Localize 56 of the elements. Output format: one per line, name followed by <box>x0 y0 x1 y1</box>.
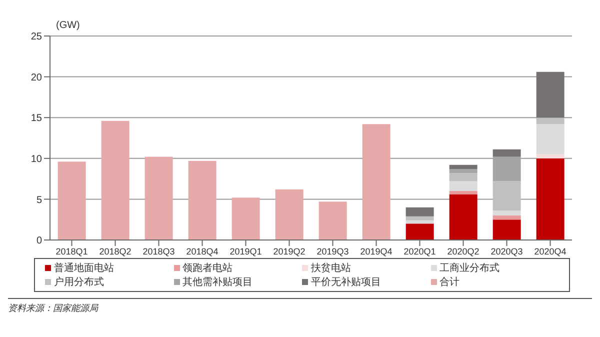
legend-label: 工商业分布式 <box>440 262 500 275</box>
x-tick-label: 2020Q4 <box>534 246 566 256</box>
legend-label: 扶贫电站 <box>311 262 351 275</box>
bar <box>492 181 521 211</box>
legend-label: 领跑者电站 <box>182 262 232 275</box>
x-tick-label: 2020Q2 <box>447 246 480 256</box>
y-axis-title: (GW) <box>56 20 80 31</box>
bar <box>275 189 304 240</box>
bar <box>449 194 478 240</box>
bar <box>536 72 564 118</box>
legend-label: 普通地面电站 <box>54 262 114 275</box>
bar <box>144 156 173 240</box>
legend-label: 合计 <box>440 276 460 289</box>
y-tick-label: 20 <box>30 72 42 84</box>
y-tick-label: 0 <box>36 236 42 247</box>
bar <box>536 118 564 124</box>
text: 资料来源：国家能源局 <box>8 302 100 315</box>
y-tick-label: 10 <box>30 154 42 165</box>
bar <box>449 169 478 174</box>
bar <box>492 220 521 240</box>
legend-label: 户用分布式 <box>54 276 104 289</box>
bar <box>406 224 434 240</box>
bar <box>449 181 478 192</box>
bar <box>449 173 478 182</box>
y-tick-label: 5 <box>36 194 42 206</box>
x-tick-label: 2019Q1 <box>230 246 262 256</box>
bar <box>406 220 434 224</box>
bar <box>536 154 564 158</box>
bar <box>449 191 478 194</box>
x-tick-label: 2018Q3 <box>142 246 175 256</box>
y-tick-label: 25 <box>30 32 42 43</box>
bar <box>449 164 478 170</box>
x-tick-label: 2018Q2 <box>99 246 132 256</box>
bar <box>492 210 521 216</box>
x-tick-label: 2019Q2 <box>273 246 306 256</box>
x-tick-label: 2020Q3 <box>490 246 523 256</box>
bar <box>318 202 347 240</box>
x-tick-label: 2019Q3 <box>316 246 349 256</box>
bar <box>492 216 521 220</box>
bar <box>101 120 130 240</box>
bar <box>536 158 564 240</box>
bar <box>188 160 216 240</box>
x-tick-label: 2019Q4 <box>360 246 392 256</box>
bar <box>492 149 521 157</box>
bar <box>536 124 564 154</box>
bar <box>232 198 260 240</box>
bar <box>362 124 390 240</box>
y-tick-label: 15 <box>30 113 42 124</box>
legend-label: 平价无补贴项目 <box>311 276 381 289</box>
bar <box>406 207 434 216</box>
x-tick-label: 2018Q1 <box>56 246 88 256</box>
legend-label: 其他需补贴项目 <box>182 276 252 289</box>
bar <box>406 216 434 220</box>
x-tick-label: 2018Q4 <box>186 246 218 256</box>
bar <box>58 162 86 240</box>
x-tick-label: 2020Q1 <box>404 246 436 256</box>
